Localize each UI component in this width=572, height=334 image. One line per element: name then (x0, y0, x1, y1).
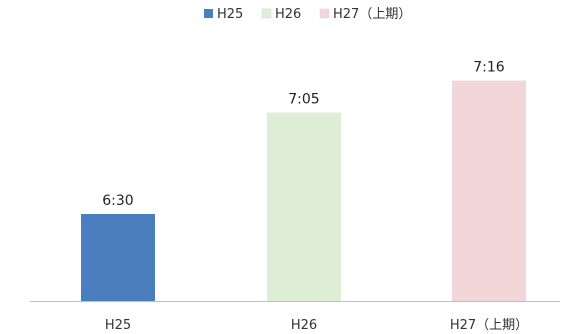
bar-3 (452, 80, 526, 301)
legend-swatch-1 (204, 9, 213, 18)
legend-swatch-2 (261, 8, 272, 19)
data-label-1: 6:30 (102, 193, 133, 209)
x-tick-label-1: H25 (105, 318, 131, 333)
data-label-2: 7:05 (288, 92, 319, 108)
legend: H25 H26 H27（上期） (204, 7, 411, 22)
x-tick-label-2: H26 (291, 318, 317, 333)
data-label-3: 7:16 (473, 60, 505, 76)
bar-2 (267, 112, 341, 301)
legend-swatch-3 (319, 8, 330, 19)
bars (81, 80, 526, 301)
legend-label-1: H25 (217, 7, 243, 22)
legend-label-3: H27（上期） (333, 7, 411, 22)
bar-1 (81, 214, 155, 301)
x-tick-labels: H25 H26 H27（上期） (105, 318, 528, 333)
data-labels: 6:30 7:05 7:16 (102, 60, 505, 209)
x-tick-label-3: H27（上期） (450, 318, 528, 333)
legend-label-2: H26 (275, 7, 301, 22)
